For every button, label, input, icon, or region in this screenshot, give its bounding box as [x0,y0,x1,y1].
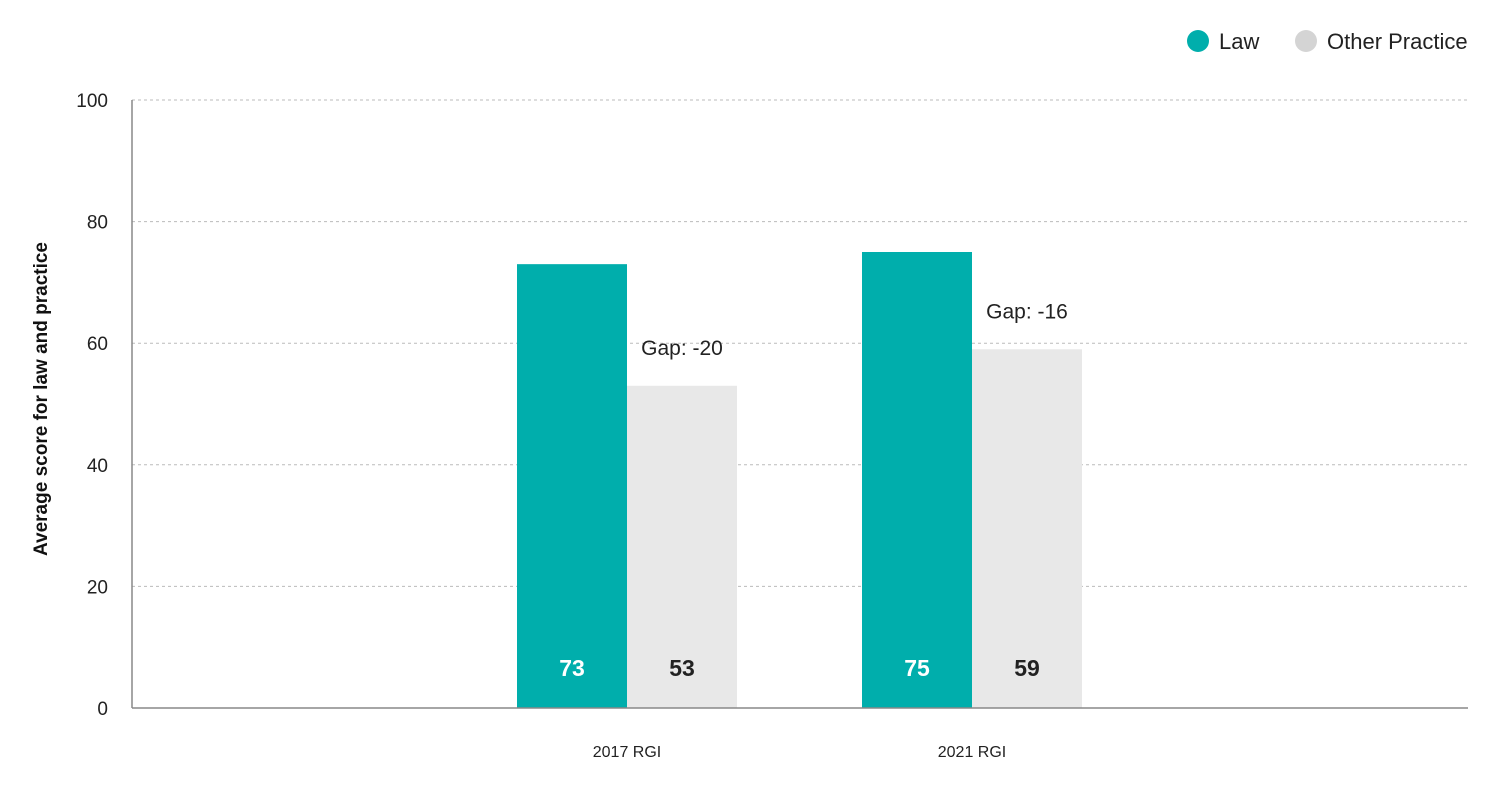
legend: Law Other Practice [1187,29,1468,54]
bar-value-label: 73 [559,655,585,681]
bar-law-0 [517,264,627,708]
legend-label: Law [1219,29,1259,54]
legend-marker [1295,30,1317,52]
gridlines [132,99,1468,587]
y-axis-label: Average score for law and practice [31,242,52,556]
y-tick-label: 60 [87,334,108,355]
bar-law-1 [862,252,972,708]
x-category-label: 2017 RGI [593,744,661,761]
x-axis-categories: 2017 RGI 2021 RGI [593,744,1006,761]
legend-marker [1187,30,1209,52]
y-tick-label: 80 [87,213,108,234]
bar-value-label: 53 [669,655,695,681]
bar-other-practice-0 [627,385,737,708]
y-tick-label: 20 [87,577,108,598]
x-category-label: 2021 RGI [938,744,1006,761]
y-tick-label: 0 [97,699,108,720]
y-tick-label: 40 [87,456,108,477]
y-tick-label: 100 [76,91,108,112]
data-labels: 73 53 75 59 [559,655,1040,681]
gap-annotation: Gap: -16 [986,300,1068,323]
bar-value-label: 75 [904,655,930,681]
bars [517,252,1082,708]
y-axis-ticks: 0 20 40 60 80 100 [76,91,108,720]
legend-label: Other Practice [1327,29,1468,54]
gap-annotations: Gap: -20 Gap: -16 [641,300,1068,359]
gap-annotation: Gap: -20 [641,337,723,360]
bar-other-practice-1 [972,349,1082,708]
bar-value-label: 59 [1014,655,1040,681]
